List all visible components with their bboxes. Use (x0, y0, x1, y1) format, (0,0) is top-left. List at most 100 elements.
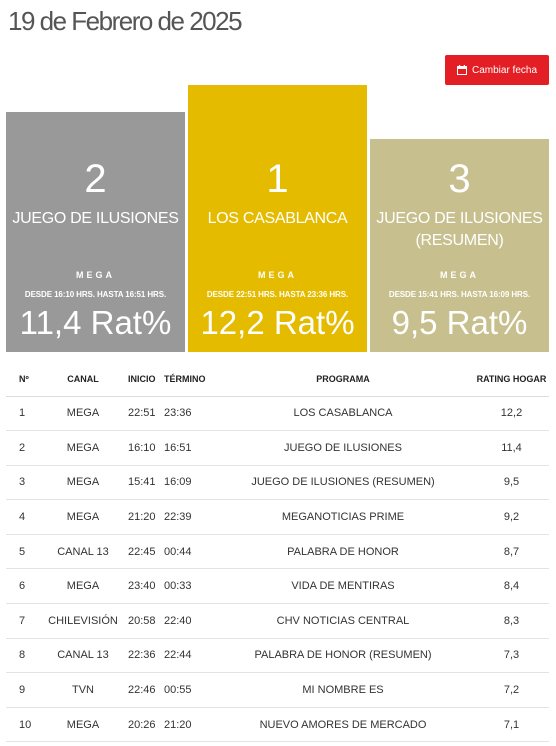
table-row: 1 MEGA 22:51 23:36 LOS CASABLANCA 12,2 (6, 396, 549, 432)
podium-time-range: DESDE 15:41 HRS. HASTA 16:09 HRS. (388, 290, 531, 299)
cell-program: LOS CASABLANCA (212, 396, 474, 432)
podium-channel: MEGA (258, 270, 297, 280)
cell-num: 9 (6, 672, 44, 708)
header-num: Nº (6, 362, 44, 397)
cell-rating: 11,4 (474, 430, 549, 466)
podium-third-place: 3 JUEGO DE ILUSIONES (RESUMEN) MEGA DESD… (370, 139, 549, 352)
cell-rating: 8,3 (474, 603, 549, 639)
table-row: 2 MEGA 16:10 16:51 JUEGO DE ILUSIONES 11… (6, 430, 549, 466)
cell-end: 22:40 (160, 603, 212, 639)
cell-num: 1 (6, 396, 44, 432)
cell-start: 15:41 (122, 465, 160, 501)
cell-start: 21:20 (122, 499, 160, 535)
header-program: PROGRAMA (212, 362, 474, 397)
table-row: 3 MEGA 15:41 16:09 JUEGO DE ILUSIONES (R… (6, 465, 549, 501)
cell-channel: CANAL 13 (44, 638, 122, 674)
cell-start: 22:45 (122, 534, 160, 570)
cell-rating: 9,5 (474, 465, 549, 501)
table-row: 10 MEGA 20:26 21:20 NUEVO AMORES DE MERC… (6, 707, 549, 743)
podium-rating: 12,2 Rat% (200, 304, 355, 341)
cell-rating: 12,2 (474, 396, 549, 432)
cell-rating: 7,2 (474, 672, 549, 708)
podium-program: JUEGO DE ILUSIONES (12, 210, 179, 227)
cell-channel: MEGA (44, 568, 122, 605)
cell-end: 21:20 (160, 707, 212, 743)
cell-channel: MEGA (44, 430, 122, 466)
table-row: 9 TVN 22:46 00:55 MI NOMBRE ES 7,2 (6, 672, 549, 708)
cell-channel: TVN (44, 672, 122, 708)
cell-rating: 9,2 (474, 499, 549, 535)
cell-end: 23:36 (160, 396, 212, 432)
table-header-row: Nº CANAL INICIO TÉRMINO PROGRAMA RATING … (6, 362, 549, 397)
cell-end: 16:09 (160, 465, 212, 501)
cell-start: 16:10 (122, 430, 160, 466)
podium-rating: 9,5 Rat% (391, 304, 528, 341)
cell-num: 5 (6, 534, 44, 570)
cell-start: 22:51 (122, 396, 160, 432)
cell-channel: MEGA (44, 707, 122, 743)
podium-rank: 2 (84, 157, 107, 201)
podium-program: JUEGO DE ILUSIONES (376, 210, 543, 227)
cell-rating: 8,4 (474, 568, 549, 605)
table-row: 8 CANAL 13 22:36 22:44 PALABRA DE HONOR … (6, 638, 549, 674)
cell-num: 6 (6, 568, 44, 605)
cell-start: 22:36 (122, 638, 160, 674)
cell-program: MEGANOTICIAS PRIME (212, 499, 474, 535)
header-end: TÉRMINO (160, 362, 212, 397)
cell-end: 00:55 (160, 672, 212, 708)
change-date-label: Cambiar fecha (471, 64, 538, 76)
podium-time-range: DESDE 16:10 HRS. HASTA 16:51 HRS. (24, 290, 167, 299)
cell-start: 22:46 (122, 672, 160, 708)
table-row: 7 CHILEVISIÓN 20:58 22:40 CHV NOTICIAS C… (6, 603, 549, 639)
cell-channel: MEGA (44, 396, 122, 432)
cell-rating: 8,7 (474, 534, 549, 570)
cell-channel: MEGA (44, 465, 122, 501)
cell-program: CHV NOTICIAS CENTRAL (212, 603, 474, 639)
table-row: 5 CANAL 13 22:45 00:44 PALABRA DE HONOR … (6, 534, 549, 570)
cell-program: PALABRA DE HONOR (RESUMEN) (212, 638, 474, 674)
podium-second-place: 2 JUEGO DE ILUSIONES MEGA DESDE 16:10 HR… (6, 112, 185, 352)
table-row: 4 MEGA 21:20 22:39 MEGANOTICIAS PRIME 9,… (6, 499, 549, 535)
page-title: 19 de Febrero de 2025 (8, 6, 243, 36)
cell-channel: CHILEVISIÓN (44, 603, 122, 639)
cell-start: 20:26 (122, 707, 160, 743)
cell-channel: MEGA (44, 499, 122, 535)
podium-rank: 3 (448, 157, 471, 201)
cell-start: 23:40 (122, 568, 160, 605)
podium-program: LOS CASABLANCA (207, 210, 348, 227)
podium-rank: 1 (266, 157, 289, 201)
header-start: INICIO (122, 362, 160, 397)
podium-channel: MEGA (440, 270, 479, 280)
cell-num: 8 (6, 638, 44, 674)
cell-program: PALABRA DE HONOR (212, 534, 474, 570)
cell-rating: 7,3 (474, 638, 549, 674)
podium-time-range: DESDE 22:51 HRS. HASTA 23:36 HRS. (206, 290, 349, 299)
cell-num: 4 (6, 499, 44, 535)
cell-end: 22:44 (160, 638, 212, 674)
podium-channel: MEGA (76, 270, 115, 280)
cell-end: 22:39 (160, 499, 212, 535)
cell-end: 16:51 (160, 430, 212, 466)
change-date-button[interactable]: Cambiar fecha (445, 55, 549, 85)
cell-channel: CANAL 13 (44, 534, 122, 570)
cell-num: 7 (6, 603, 44, 639)
calendar-icon (456, 65, 467, 75)
cell-program: JUEGO DE ILUSIONES (212, 430, 474, 466)
header-rating: RATING HOGAR (474, 362, 549, 397)
cell-program: MI NOMBRE ES (212, 672, 474, 708)
cell-rating: 7,1 (474, 707, 549, 743)
cell-program: NUEVO AMORES DE MERCADO (212, 707, 474, 743)
podium-program-line2: (RESUMEN) (415, 232, 504, 249)
table-row: 6 MEGA 23:40 00:33 VIDA DE MENTIRAS 8,4 (6, 568, 549, 605)
podium-first-place: 1 LOS CASABLANCA MEGA DESDE 22:51 HRS. H… (188, 85, 367, 352)
podium-rating: 11,4 Rat% (19, 304, 172, 341)
cell-end: 00:33 (160, 568, 212, 605)
cell-program: JUEGO DE ILUSIONES (RESUMEN) (212, 465, 474, 501)
cell-end: 00:44 (160, 534, 212, 570)
header-channel: CANAL (44, 362, 122, 397)
cell-num: 2 (6, 430, 44, 466)
cell-program: VIDA DE MENTIRAS (212, 568, 474, 605)
cell-start: 20:58 (122, 603, 160, 639)
cell-num: 3 (6, 465, 44, 501)
cell-num: 10 (6, 707, 44, 743)
